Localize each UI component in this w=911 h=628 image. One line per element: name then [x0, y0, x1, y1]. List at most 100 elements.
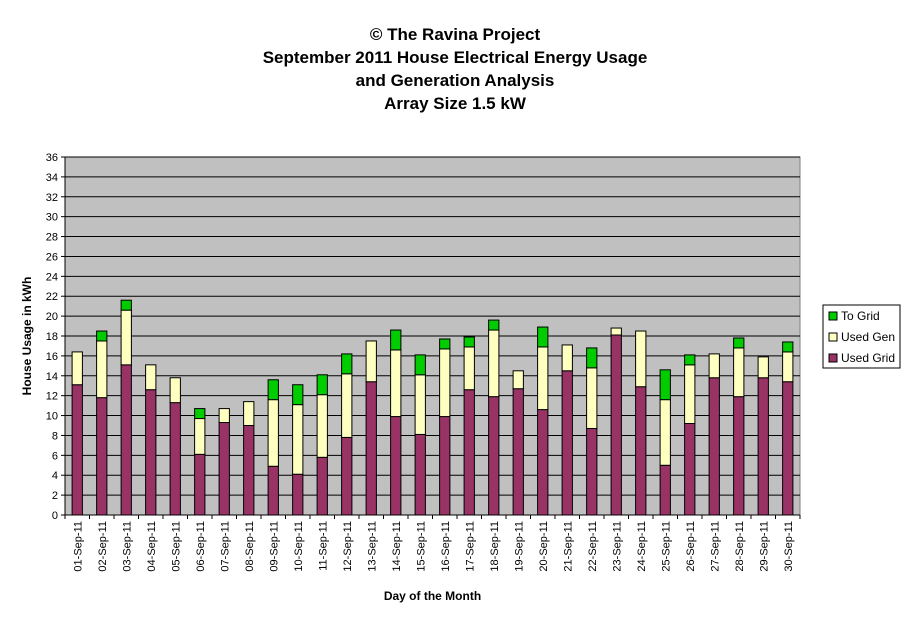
y-tick-label: 28	[46, 232, 58, 244]
x-tick-label: 13-Sep-11	[366, 521, 378, 572]
bar-to-grid	[537, 326, 549, 348]
x-tick-label: 19-Sep-11	[513, 521, 525, 572]
axes	[61, 156, 801, 519]
bars	[71, 299, 794, 516]
bar-to-grid	[782, 341, 794, 353]
chart-title-line: and Generation Analysis	[356, 71, 555, 90]
bar-used-grid	[292, 473, 304, 516]
x-tick-label: 16-Sep-11	[440, 521, 452, 572]
bar-used-gen	[292, 404, 304, 475]
bar-used-gen	[169, 377, 181, 404]
bar-used-gen	[218, 408, 230, 424]
y-tick-label: 0	[52, 510, 58, 522]
bar-used-gen	[71, 351, 83, 386]
bar-to-grid	[292, 384, 304, 406]
chart-title: © The Ravina Project September 2011 House…	[263, 25, 648, 113]
x-tick-label: 28-Sep-11	[734, 521, 746, 572]
bar-used-grid	[120, 364, 132, 516]
bar-used-gen	[708, 353, 720, 379]
bar-used-gen	[659, 399, 671, 466]
x-tick-label: 03-Sep-11	[121, 521, 133, 572]
bar-to-grid	[96, 330, 108, 342]
bar-used-grid	[537, 409, 549, 516]
y-tick-label: 36	[46, 152, 58, 164]
bar-to-grid	[684, 354, 696, 366]
bar-used-gen	[243, 401, 255, 426]
x-tick-label: 08-Sep-11	[244, 521, 256, 572]
bar-to-grid	[390, 329, 402, 351]
bar-used-grid	[757, 377, 769, 516]
bar-used-grid	[365, 381, 377, 516]
bar-used-gen	[390, 349, 402, 418]
x-tick-label: 04-Sep-11	[146, 521, 158, 572]
bar-used-gen	[96, 340, 108, 399]
y-tick-label: 4	[52, 470, 58, 482]
chart-title-line: Array Size 1.5 kW	[384, 94, 527, 113]
bar-used-grid	[316, 456, 328, 516]
x-tick-label: 21-Sep-11	[562, 521, 574, 572]
bar-used-grid	[267, 465, 279, 516]
bar-to-grid	[439, 338, 451, 350]
x-tick-label: 24-Sep-11	[636, 521, 648, 572]
bar-used-gen	[341, 373, 353, 438]
bar-to-grid	[414, 354, 426, 376]
y-tick-label: 6	[52, 450, 58, 462]
legend-swatch	[828, 353, 838, 363]
bar-used-grid	[733, 396, 745, 516]
bar-used-grid	[684, 423, 696, 516]
bar-used-grid	[414, 433, 426, 516]
bar-used-grid	[390, 416, 402, 516]
x-tick-label: 15-Sep-11	[415, 521, 427, 572]
y-tick-label: 22	[46, 291, 58, 303]
legend-label: To Grid	[841, 309, 880, 323]
bar-used-gen	[120, 309, 132, 366]
bar-used-grid	[463, 389, 475, 516]
bar-used-grid	[243, 425, 255, 516]
bar-used-grid	[635, 386, 647, 516]
y-axis-label: House Usage in kWh	[20, 277, 34, 396]
x-tick-label: 18-Sep-11	[489, 521, 501, 572]
bar-to-grid	[120, 299, 132, 311]
gridlines	[65, 156, 800, 496]
x-tick-label: 09-Sep-11	[268, 521, 280, 572]
bar-used-gen	[267, 399, 279, 467]
bar-used-grid	[586, 427, 598, 516]
bar-to-grid	[586, 347, 598, 369]
bar-used-gen	[316, 394, 328, 458]
bar-used-grid	[610, 334, 622, 516]
legend-swatch	[828, 311, 838, 321]
bar-to-grid	[316, 374, 328, 396]
y-tick-label: 8	[52, 430, 58, 442]
chart-title-line: © The Ravina Project	[370, 25, 541, 44]
x-tick-label: 29-Sep-11	[758, 521, 770, 572]
bar-to-grid	[194, 408, 206, 420]
bar-used-grid	[145, 389, 157, 516]
y-tick-label: 12	[46, 391, 58, 403]
bar-used-grid	[439, 416, 451, 516]
x-tick-label: 02-Sep-11	[97, 521, 109, 572]
y-tick-label: 18	[46, 331, 58, 343]
bar-used-gen	[757, 356, 769, 379]
bar-used-grid	[169, 402, 181, 516]
x-tick-label: 26-Sep-11	[685, 521, 697, 572]
bar-used-grid	[708, 377, 720, 516]
chart-title-line: September 2011 House Electrical Energy U…	[263, 48, 648, 67]
y-tick-label: 2	[52, 490, 58, 502]
bar-used-gen	[610, 327, 622, 336]
bar-used-gen	[512, 370, 524, 390]
bar-used-gen	[488, 329, 500, 398]
x-tick-label: 27-Sep-11	[709, 521, 721, 572]
bar-used-grid	[512, 388, 524, 516]
bar-to-grid	[267, 379, 279, 401]
x-tick-label: 12-Sep-11	[342, 521, 354, 572]
bar-used-gen	[537, 346, 549, 411]
y-tick-label: 20	[46, 311, 58, 323]
bar-to-grid	[733, 337, 745, 349]
x-tick-label: 20-Sep-11	[538, 521, 550, 572]
y-tick-label: 26	[46, 251, 58, 263]
bar-to-grid	[341, 353, 353, 375]
x-axis-label: Day of the Month	[384, 589, 481, 603]
y-tick-label: 24	[46, 271, 58, 283]
